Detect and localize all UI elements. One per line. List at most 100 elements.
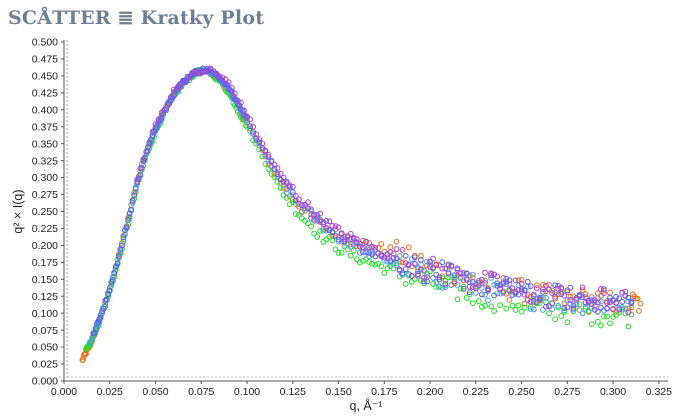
data-point [134,176,141,183]
data-point [497,285,504,292]
data-point [588,301,595,308]
data-point [546,310,552,317]
data-point [143,148,150,155]
data-point [564,319,571,326]
data-point [353,239,360,246]
data-point [555,302,562,309]
data-point [549,290,555,297]
data-point [265,157,272,164]
data-point [149,128,156,135]
data-point [360,237,366,244]
data-point [607,289,613,296]
app-title: SCÅTTER ≣ Kratky Plot [8,7,265,29]
data-point [524,278,531,285]
data-point [329,237,336,244]
data-point [131,192,138,199]
data-point [106,287,113,294]
data-point [552,293,558,300]
data-point [289,192,296,199]
data-point [482,269,488,276]
data-point [636,308,642,314]
data-point [476,282,482,289]
data-point [421,280,427,287]
y-tick-label: 0.050 [32,342,58,354]
data-point [451,278,458,285]
data-point [442,284,449,291]
data-point [576,301,583,308]
data-point [558,313,565,319]
data-point [616,295,623,302]
data-point [155,116,162,123]
data-point [500,289,507,296]
data-point [518,288,525,295]
data-point [250,123,257,130]
data-point [125,216,132,223]
data-point [137,171,144,178]
x-tick-label: 0.150 [325,386,351,398]
data-point [347,252,354,259]
data-point [347,236,354,243]
data-point [350,247,357,254]
data-point [527,283,534,290]
data-point [305,220,311,227]
data-point [393,238,400,245]
data-point [439,275,446,281]
data-point [469,271,476,278]
data-point [372,244,379,251]
data-point [271,161,278,168]
y-tick-label: 0.325 [32,155,58,167]
data-point [244,113,250,120]
data-point [369,243,376,250]
data-point [271,165,278,172]
data-point [537,294,543,301]
data-point [408,278,415,285]
y-tick-label: 0.500 [32,37,58,49]
x-axis-label: q, Å⁻¹ [350,398,383,413]
data-point [134,179,141,186]
data-point [558,291,565,298]
data-point [518,281,525,287]
data-point [491,292,498,299]
data-point [518,277,525,283]
data-point [427,258,434,265]
data-point [594,308,601,315]
data-point [289,196,296,203]
data-point [120,232,127,239]
data-point [604,313,610,320]
data-point [518,308,525,315]
data-point [111,270,118,277]
data-point [567,284,574,291]
data-point [582,305,589,312]
data-point [543,294,549,301]
data-point [292,193,299,199]
data-point [497,302,504,309]
data-point [482,277,488,284]
data-point [299,208,305,215]
y-tick-label: 0.425 [32,87,58,99]
data-point [286,193,293,200]
data-point [430,275,437,281]
data-point [454,267,461,273]
data-point [308,223,315,230]
x-tick-label: 0.225 [463,386,489,398]
data-point [274,171,281,178]
data-point [186,74,193,80]
data-point [265,165,272,172]
data-point [436,283,443,290]
data-point [451,275,458,281]
y-tick-label: 0.250 [32,206,58,218]
data-point [567,293,574,300]
data-point [259,153,266,160]
data-point [521,304,528,311]
data-point [430,265,437,272]
data-point [494,273,501,280]
data-point [567,301,574,307]
y-tick-label: 0.000 [32,376,58,388]
data-point [527,306,534,312]
data-point [561,305,568,312]
data-point [97,314,104,321]
data-point [637,300,644,307]
data-point [289,183,296,190]
data-point [482,292,488,298]
data-point [305,199,311,206]
